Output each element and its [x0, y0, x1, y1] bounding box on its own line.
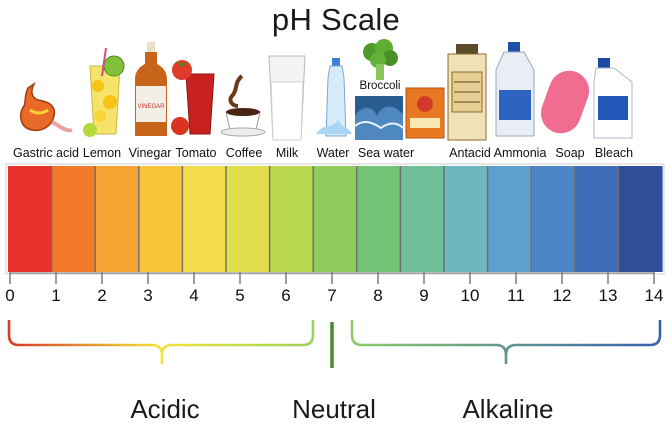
lemon-drink-icon [83, 47, 125, 137]
water-bottle-icon [316, 58, 352, 137]
sea-wave-icon [355, 96, 403, 140]
label-coffee: Coffee [225, 146, 263, 160]
ph-segment-4 [182, 166, 227, 272]
label-antacid: Antacid [449, 146, 491, 160]
alkaline-bracket [350, 320, 662, 364]
label-tomato: Tomato [175, 146, 217, 160]
scale-number-8: 8 [373, 286, 383, 305]
label-gastric-acid: Gastric acid [13, 146, 79, 160]
label-neutral: Neutral [292, 394, 376, 424]
scale-number-11: 11 [507, 286, 525, 305]
coffee-cup-icon [220, 74, 266, 137]
label-alkaline: Alkaline [462, 394, 554, 424]
baking-soda-box-icon [405, 87, 445, 139]
broccoli-label: Broccoli [359, 80, 401, 92]
stomach-icon [19, 81, 73, 133]
ph-segment-12 [531, 166, 576, 272]
ph-segment-3 [138, 166, 183, 272]
label-lemon: Lemon [82, 146, 122, 160]
scale-number-1: 1 [51, 286, 61, 305]
soap-bar-icon [540, 70, 590, 134]
ph-segment-14 [618, 166, 663, 272]
ph-segment-8 [356, 166, 401, 272]
ph-segment-0 [8, 166, 53, 272]
scale-number-10: 10 [460, 286, 480, 305]
ph-segment-6 [269, 166, 314, 272]
scale-number-7: 7 [327, 286, 337, 305]
ph-segment-13 [574, 166, 619, 272]
ph-segment-7 [313, 166, 358, 272]
label-bleach: Bleach [594, 146, 634, 160]
milk-glass-icon [268, 55, 306, 141]
scale-number-14: 14 [644, 286, 664, 305]
scale-number-12: 12 [552, 286, 572, 305]
broccoli-icon [363, 39, 398, 80]
label-water: Water [316, 146, 350, 160]
scale-number-3: 3 [143, 286, 153, 305]
scale-number-9: 9 [419, 286, 429, 305]
antacid-box-icon [447, 44, 487, 141]
scale-number-4: 4 [189, 286, 199, 305]
ammonia-jug-icon [495, 42, 535, 137]
bleach-bottle-icon [593, 58, 633, 139]
scale-number-5: 5 [235, 286, 245, 305]
ph-segment-2 [95, 166, 140, 272]
ph-segment-10 [444, 166, 489, 272]
tomato-juice-icon [171, 60, 215, 135]
ph-segment-9 [400, 166, 445, 272]
svg-text:VINEGAR: VINEGAR [137, 104, 165, 110]
scale-number-2: 2 [97, 286, 107, 305]
scale-number-13: 13 [598, 286, 618, 305]
label-ammonia: Ammonia [493, 146, 547, 160]
vinegar-bottle-icon: VINEGAR [135, 42, 167, 136]
scale-number-0: 0 [5, 286, 15, 305]
scale-number-6: 6 [281, 286, 291, 305]
page-title: pH Scale [271, 2, 401, 37]
label-vinegar: Vinegar [128, 146, 172, 160]
ph-segment-11 [487, 166, 532, 272]
label-acidic: Acidic [130, 394, 200, 424]
label-sea-water: Sea water [357, 146, 415, 160]
ph-segment-5 [226, 166, 271, 272]
ph-segment-1 [51, 166, 96, 272]
label-milk: Milk [275, 146, 299, 160]
label-soap: Soap [555, 146, 585, 160]
acidic-bracket [7, 320, 315, 364]
